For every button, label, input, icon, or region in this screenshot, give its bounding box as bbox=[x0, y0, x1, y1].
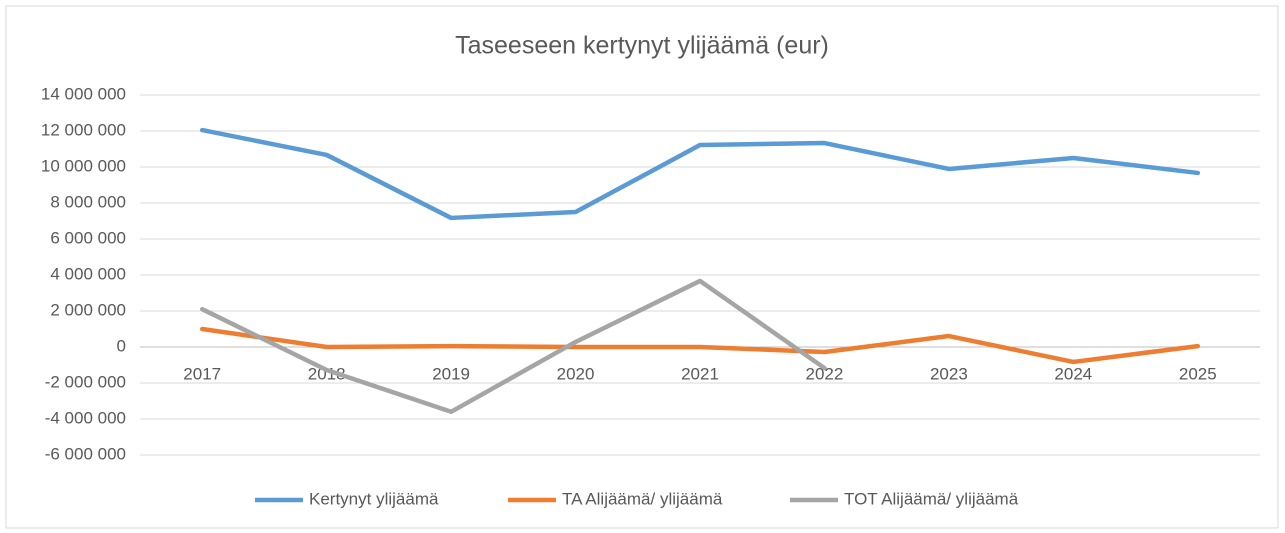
legend-label: TA Alijäämä/ ylijäämä bbox=[562, 489, 723, 508]
series-line bbox=[199, 326, 1201, 365]
x-tick-label: 2017 bbox=[183, 364, 221, 383]
legend-label: TOT Alijäämä/ ylijäämä bbox=[844, 489, 1019, 508]
x-tick-label: 2021 bbox=[681, 364, 719, 383]
x-tick-label: 2025 bbox=[1179, 364, 1217, 383]
x-tick-label: 2023 bbox=[930, 364, 968, 383]
y-tick-label: 10 000 000 bbox=[41, 156, 126, 175]
series-line bbox=[199, 278, 827, 415]
x-tick-label: 2020 bbox=[557, 364, 595, 383]
y-tick-label: 6 000 000 bbox=[50, 228, 126, 247]
y-tick-label: -6 000 000 bbox=[45, 444, 126, 463]
chart-title: Taseeseen kertynyt ylijäämä (eur) bbox=[455, 32, 829, 60]
y-tick-label: -2 000 000 bbox=[45, 372, 126, 391]
y-tick-label: 0 bbox=[117, 336, 126, 355]
x-tick-label: 2019 bbox=[432, 364, 470, 383]
y-tick-label: 12 000 000 bbox=[41, 120, 126, 139]
y-tick-label: 14 000 000 bbox=[41, 84, 126, 103]
y-tick-label: 8 000 000 bbox=[50, 192, 126, 211]
x-tick-label: 2022 bbox=[806, 364, 844, 383]
series-line bbox=[199, 127, 1201, 221]
x-tick-label: 2018 bbox=[308, 364, 346, 383]
y-tick-label: -4 000 000 bbox=[45, 408, 126, 427]
y-tick-label: 4 000 000 bbox=[50, 264, 126, 283]
x-tick-label: 2024 bbox=[1054, 364, 1092, 383]
chart-border bbox=[5, 5, 1279, 529]
legend-label: Kertynyt ylijäämä bbox=[309, 489, 439, 508]
y-tick-label: 2 000 000 bbox=[50, 300, 126, 319]
